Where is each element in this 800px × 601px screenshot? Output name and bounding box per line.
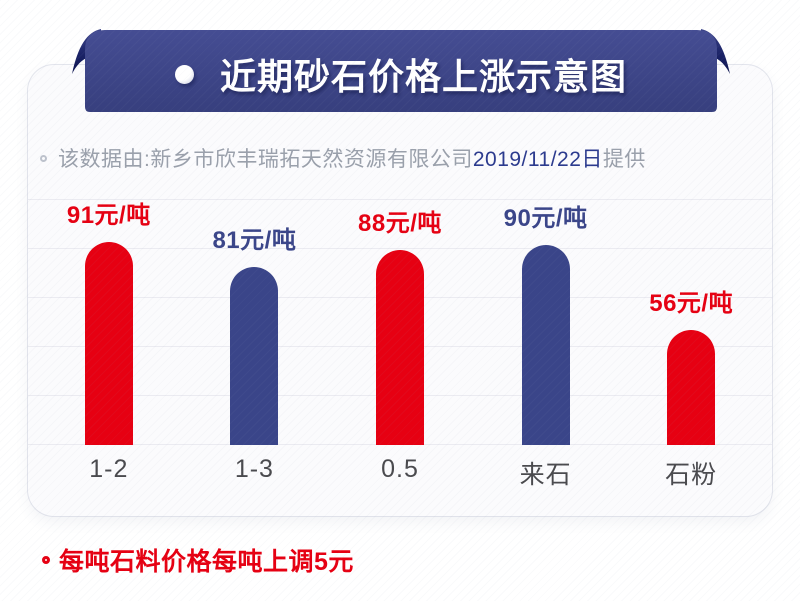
bar-value-label: 88元/吨 — [358, 210, 442, 237]
x-axis-label: 1-2 — [89, 455, 129, 483]
title-banner: 近期砂石价格上涨示意图 — [71, 28, 731, 114]
circle-bullet-icon — [40, 154, 47, 162]
bar-chart-plot-area: 91元/吨 81元/吨 88元/吨 90元/吨 56元/吨 — [28, 199, 772, 445]
bar-value-label: 56元/吨 — [649, 290, 734, 317]
ribbon-shape — [72, 29, 730, 112]
page-title: 近期砂石价格上涨示意图 — [219, 56, 627, 97]
bar-1-3 — [230, 267, 279, 445]
bar-石粉 — [667, 330, 716, 445]
x-axis-label: 石粉 — [665, 461, 718, 489]
sphere-bullet-icon — [174, 64, 194, 84]
x-axis-label: 0.5 — [381, 455, 419, 483]
data-source-text: 该数据由:新乡市欣丰瑞拓天然资源有限公司2019/11/22日提供 — [58, 143, 646, 173]
bar-column: 91元/吨 — [36, 199, 182, 445]
bar-column: 88元/吨 — [327, 199, 473, 445]
bar-1-2 — [84, 242, 133, 445]
data-source-date: 2019/11/22日 — [472, 148, 603, 171]
chart-card: 该数据由:新乡市欣丰瑞拓天然资源有限公司2019/11/22日提供 91元/吨 8… — [28, 65, 772, 516]
bar-来石 — [521, 245, 570, 445]
x-axis-label: 来石 — [519, 461, 572, 489]
bar-value-label: 91元/吨 — [66, 202, 151, 229]
bar-value-label: 90元/吨 — [503, 205, 588, 232]
data-source-suffix: 提供 — [602, 148, 646, 171]
bar-value-label: 81元/吨 — [212, 227, 297, 254]
data-source-prefix: 该数据由:新乡市欣丰瑞拓天然资源有限公司 — [58, 148, 473, 171]
footer-note: 每吨石料价格每吨上调5元 — [59, 548, 354, 576]
bar-column: 56元/吨 — [618, 199, 764, 445]
data-source-line: 该数据由:新乡市欣丰瑞拓天然资源有限公司2019/11/22日提供 — [40, 143, 646, 173]
ring-bullet-icon — [42, 556, 50, 564]
ribbon-body — [85, 30, 717, 112]
bar-column: 81元/吨 — [182, 199, 328, 445]
bar-columns: 91元/吨 81元/吨 88元/吨 90元/吨 56元/吨 — [36, 199, 764, 445]
bar-0.5 — [375, 250, 424, 445]
x-axis-label: 1-3 — [234, 455, 274, 483]
bar-column: 90元/吨 — [473, 199, 619, 445]
x-axis-labels: 1-2 1-3 0.5 来石 石粉 — [36, 455, 764, 491]
footer-note-row: 每吨石料价格每吨上调5元 — [42, 542, 354, 578]
